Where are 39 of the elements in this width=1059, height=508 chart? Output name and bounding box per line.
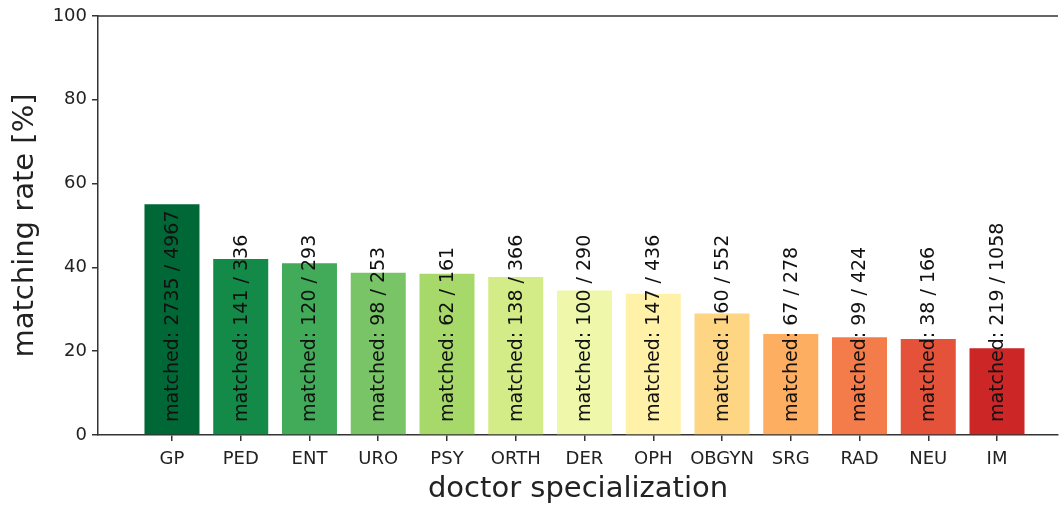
x-axis-title: doctor specialization	[427, 470, 729, 505]
x-tick-label: RAD	[840, 447, 879, 469]
data-label: matched: 98 / 253	[366, 246, 389, 422]
x-tick-label: PSY	[430, 447, 465, 469]
data-label: matched: 147 / 436	[641, 234, 664, 422]
data-label: matched: 219 / 1058	[984, 222, 1007, 422]
bar	[625, 293, 681, 435]
data-label: matched: 62 / 161	[434, 246, 457, 422]
x-tick-label: PED	[222, 447, 259, 469]
x-tick-label: NEU	[909, 447, 948, 469]
x-tick-label: URO	[358, 447, 399, 469]
x-tick-label: DER	[565, 447, 604, 469]
y-tick-label: 100	[52, 3, 87, 25]
bar	[488, 277, 544, 435]
x-tick-label: OBGYN	[690, 447, 754, 469]
x-tick-label: IM	[986, 447, 1008, 469]
data-label: matched: 99 / 424	[847, 246, 870, 422]
y-axis-title: matching rate [%]	[5, 93, 40, 358]
y-tick-label: 40	[64, 255, 87, 277]
bar	[144, 204, 200, 435]
y-tick-label: 60	[64, 171, 87, 193]
data-label: matched: 100 / 290	[572, 234, 595, 422]
data-label: matched: 160 / 552	[709, 234, 732, 422]
data-label: matched: 138 / 366	[503, 234, 526, 422]
y-tick-label: 0	[75, 422, 87, 444]
data-label: matched: 38 / 166	[916, 246, 939, 422]
data-label: matched: 67 / 278	[778, 246, 801, 422]
x-tick-label: SRG	[771, 447, 810, 469]
x-tick-label: GP	[159, 447, 185, 469]
x-tick-label: ORTH	[490, 447, 541, 469]
data-label: matched: 2735 / 4967	[159, 210, 182, 422]
data-label: matched: 141 / 336	[228, 234, 251, 422]
bar	[763, 334, 819, 435]
data-label: matched: 120 / 293	[297, 234, 320, 422]
bar	[557, 290, 612, 435]
y-tick-label: 20	[64, 338, 87, 360]
x-tick-label: OPH	[633, 447, 673, 469]
x-tick-label: ENT	[291, 447, 329, 469]
y-tick-label: 80	[64, 87, 87, 109]
